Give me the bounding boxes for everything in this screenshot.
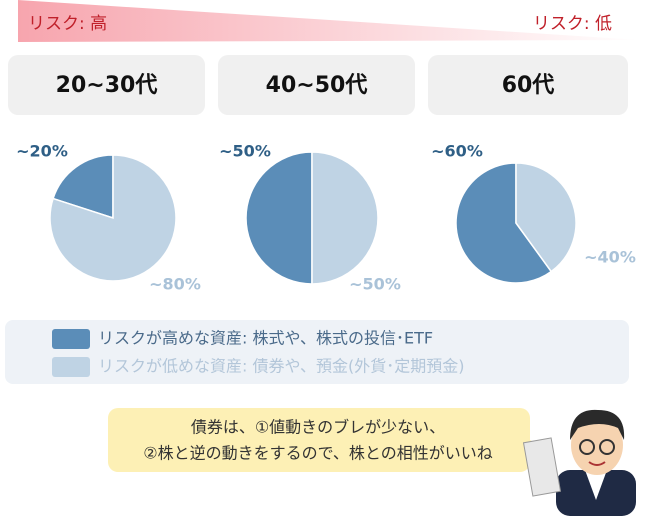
- character: [522, 409, 636, 516]
- pie-wedge: [515, 162, 577, 273]
- pie-wedge: [52, 154, 114, 220]
- chart-title: 60代: [502, 73, 555, 98]
- value-label: ~20%: [16, 142, 68, 161]
- bubble-text: ②株と逆の動きをするので、株との相性がいいね: [143, 444, 493, 463]
- chart-title: 40~50代: [266, 73, 368, 98]
- pie-wedge: [245, 151, 313, 285]
- age-box: [8, 55, 205, 115]
- legend-swatch: [52, 357, 90, 377]
- pie-wedge: [311, 151, 379, 285]
- risk-low: リスク: 低: [533, 14, 612, 34]
- age-box: [428, 55, 628, 115]
- pie-wedge: [49, 154, 177, 282]
- bubble-text: 債券は、①値動きのブレが少ない、: [191, 418, 445, 437]
- value-label: ~40%: [584, 248, 636, 267]
- risk-high: リスク: 高: [28, 14, 107, 34]
- risk-gradient: [18, 0, 640, 42]
- legend-label: リスクが低めな資産: 債券や、預金(外貨･定期預金): [98, 357, 464, 376]
- value-label: ~80%: [149, 275, 201, 294]
- legend-label: リスクが高めな資産: 株式や、株式の投信･ETF: [98, 329, 433, 348]
- pie-wedge: [455, 162, 553, 284]
- value-label: ~50%: [349, 275, 401, 294]
- legend-box: [5, 320, 629, 384]
- speech-bubble: [108, 408, 552, 472]
- age-box: [218, 55, 415, 115]
- chart-title: 20~30代: [56, 73, 158, 98]
- value-label: ~50%: [219, 142, 271, 161]
- value-label: ~60%: [431, 142, 483, 161]
- legend-swatch: [52, 329, 90, 349]
